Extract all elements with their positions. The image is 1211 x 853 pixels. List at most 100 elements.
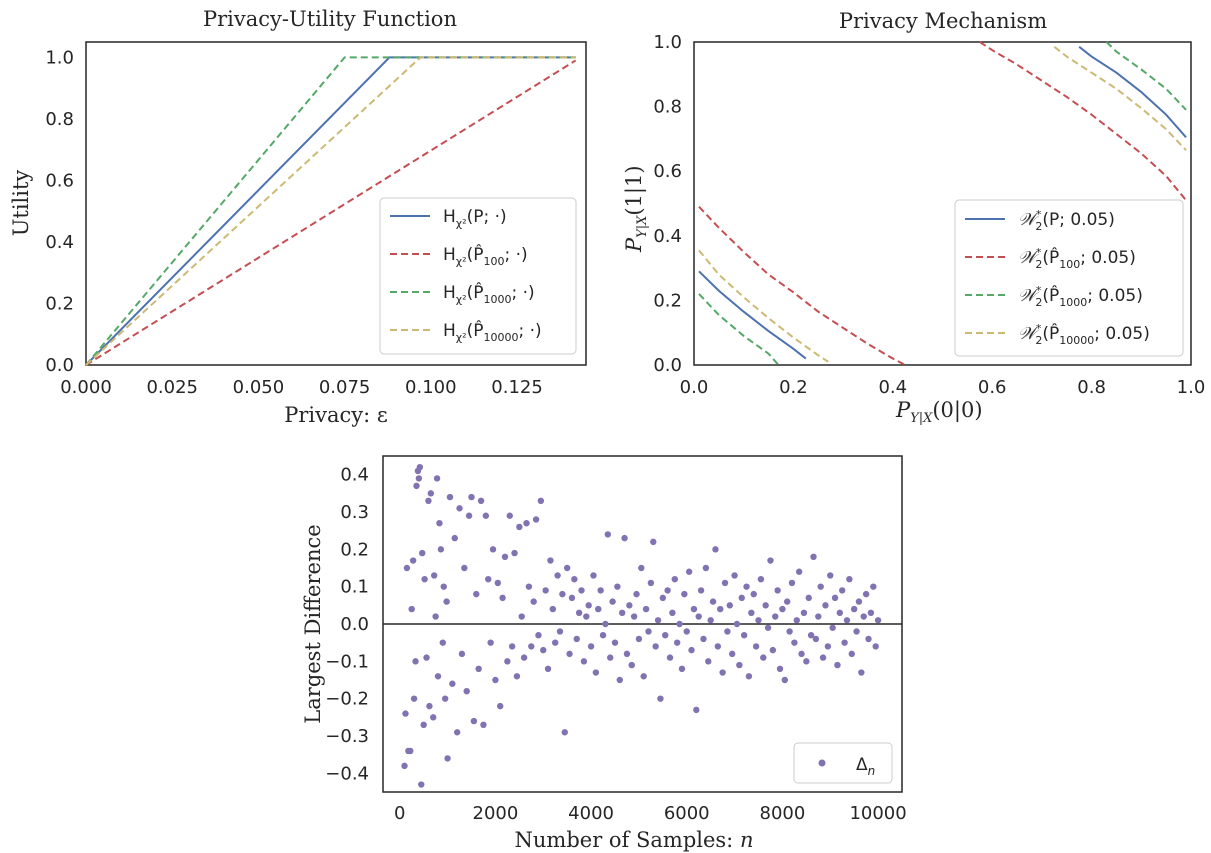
scatter-point — [508, 643, 516, 650]
scatter-point — [430, 714, 437, 721]
scatter-point — [786, 628, 793, 635]
scatter-point — [563, 564, 571, 572]
scatter-point — [714, 643, 722, 650]
scatter-point — [568, 594, 576, 602]
scatter-point — [485, 576, 492, 583]
scatter-point — [449, 680, 456, 687]
x-axis-label-text: Number of Samples: n — [515, 828, 754, 852]
scatter-point — [418, 781, 425, 788]
y-tick-label: 0.6 — [45, 170, 74, 191]
y-tick-label: 0.0 — [45, 355, 74, 376]
scatter-point — [516, 523, 523, 531]
scatter-point — [700, 635, 707, 643]
scatter-point — [769, 646, 777, 654]
legend: 𝒲* 2(P; 0.05) 𝒲* 2(P̂100; 0.05) 𝒲* 2(P̂1000; … — [954, 199, 1184, 357]
scatter-point — [671, 576, 678, 583]
x-tick-label: 0.2 — [779, 377, 808, 398]
y-tick-label: −0.3 — [325, 726, 369, 747]
plot-frame — [693, 41, 1192, 366]
x-tick-label: 6000 — [664, 803, 710, 824]
scatter-point — [827, 572, 834, 579]
scatter-point — [843, 617, 851, 624]
scatter-point — [587, 643, 595, 650]
y-tick-label: 0.6 — [653, 161, 682, 182]
scatter-point — [642, 605, 650, 613]
difference-scatter-chart: 0 2000 4000 6000 8000 10000 −0.4 −0.3 −0.2 −0.1 0.… — [301, 455, 907, 852]
scatter-point — [728, 650, 736, 658]
scatter-point — [436, 520, 443, 527]
scatter-point — [685, 568, 693, 575]
scatter-point — [767, 557, 774, 564]
scatter-point — [764, 624, 772, 631]
legend-box — [379, 197, 577, 355]
scatter-point — [712, 546, 719, 553]
scatter-point — [724, 628, 731, 635]
scatter-point — [628, 661, 635, 669]
scatter-point — [743, 583, 750, 590]
scatter-point — [609, 598, 616, 605]
scatter-point — [853, 628, 860, 635]
scatter-point — [571, 576, 578, 583]
legend-swatch — [818, 759, 826, 767]
scatter-point — [719, 669, 726, 676]
plot-frame — [85, 41, 587, 366]
scatter-point — [810, 553, 817, 560]
scatter-point — [407, 747, 414, 755]
scatter-point — [599, 632, 607, 639]
scatter-point — [623, 650, 631, 658]
scatter-point — [695, 613, 702, 620]
scatter-point — [611, 639, 619, 646]
scatter-point — [839, 587, 846, 594]
scatter-point — [688, 646, 695, 654]
scatter-point — [705, 658, 712, 665]
scatter-point — [678, 665, 686, 672]
chart-title: Privacy Mechanism — [839, 9, 1047, 33]
scatter-point — [618, 609, 626, 616]
scatter-point — [501, 553, 509, 560]
scatter-point — [549, 605, 557, 613]
scatter-point — [709, 598, 717, 605]
scatter-point — [547, 557, 554, 564]
scatter-point — [614, 583, 621, 590]
scatter-point — [595, 605, 602, 613]
scatter-point — [870, 583, 877, 590]
y-tick-label: −0.4 — [325, 763, 369, 784]
scatter-point — [433, 475, 441, 482]
scatter-point — [865, 635, 872, 643]
scatter-point — [421, 576, 428, 583]
scatter-point — [444, 755, 451, 762]
scatter-point — [425, 497, 432, 504]
x-tick-label: 1.0 — [1177, 377, 1206, 398]
scatter-point — [575, 609, 583, 616]
series-curve-3-0 — [698, 249, 829, 363]
scatter-point — [585, 602, 592, 609]
series-curve-2-1 — [1105, 41, 1187, 111]
x-tick-label: 10000 — [849, 803, 906, 824]
scatter-point — [690, 605, 698, 613]
x-tick-label: 0.025 — [146, 377, 198, 398]
utility-chart: Privacy-Utility Function 0.000 0.025 0.050… — [9, 7, 587, 427]
scatter-point — [602, 620, 609, 628]
scatter-point — [795, 568, 803, 575]
scatter-point — [752, 643, 760, 650]
y-tick-label: 0.4 — [45, 232, 74, 253]
y-tick-label: 0.0 — [653, 355, 682, 376]
scatter-point — [573, 635, 580, 643]
scatter-point — [740, 632, 748, 639]
scatter-point — [496, 702, 504, 710]
y-axis-label: Largest Difference — [301, 524, 325, 723]
scatter-point — [530, 598, 537, 605]
x-tick-label: 0.000 — [60, 377, 112, 398]
y-axis-label: Utility — [9, 170, 33, 237]
scatter-point — [772, 613, 779, 620]
scatter-point — [812, 635, 820, 643]
y-tick-label: 0.8 — [45, 109, 74, 130]
scatter-point — [528, 643, 535, 650]
scatter-point — [638, 564, 645, 572]
scatter-point — [616, 676, 623, 684]
scatter-point — [819, 654, 827, 661]
scatter-point — [846, 576, 853, 583]
scatter-point — [817, 583, 824, 590]
scatter-point — [803, 658, 810, 665]
scatter-point — [662, 632, 669, 639]
